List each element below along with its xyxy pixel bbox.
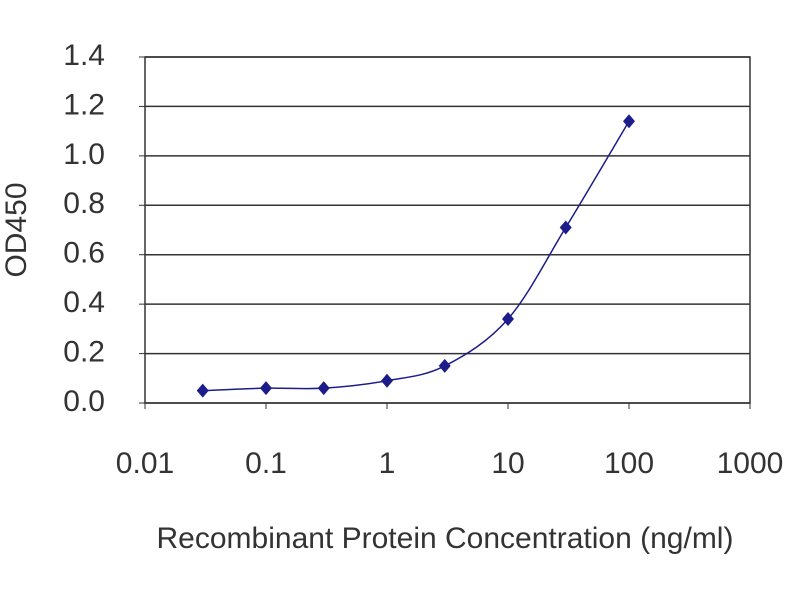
x-tick-label: 10 xyxy=(491,447,524,480)
data-line xyxy=(202,120,630,392)
y-tick-label: 1.0 xyxy=(63,138,105,171)
y-tick-label: 0.0 xyxy=(63,385,105,418)
y-tick-label: 0.8 xyxy=(63,187,105,220)
data-point xyxy=(381,373,393,388)
x-tick-label: 1 xyxy=(379,447,396,480)
y-tick-label: 1.2 xyxy=(63,88,105,121)
data-point xyxy=(260,381,272,396)
x-axis-label: Recombinant Protein Concentration (ng/ml… xyxy=(157,522,734,555)
y-tick-label: 0.2 xyxy=(63,335,105,368)
data-point xyxy=(559,220,572,235)
data-point xyxy=(623,114,635,129)
data-point xyxy=(317,381,330,396)
data-point xyxy=(438,358,451,373)
data-point xyxy=(196,383,209,398)
y-tick-label: 1.4 xyxy=(63,39,105,72)
y-tick-label: 0.6 xyxy=(63,237,105,270)
x-tick-label: 0.01 xyxy=(116,447,174,480)
y-tick-label: 0.4 xyxy=(63,286,105,319)
data-point xyxy=(502,311,514,326)
x-tick-label: 0.1 xyxy=(245,447,287,480)
plot-frame xyxy=(144,56,751,404)
x-tick-label: 100 xyxy=(604,447,654,480)
y-axis-label: OD450 xyxy=(0,182,33,277)
x-tick-label: 1000 xyxy=(717,447,784,480)
